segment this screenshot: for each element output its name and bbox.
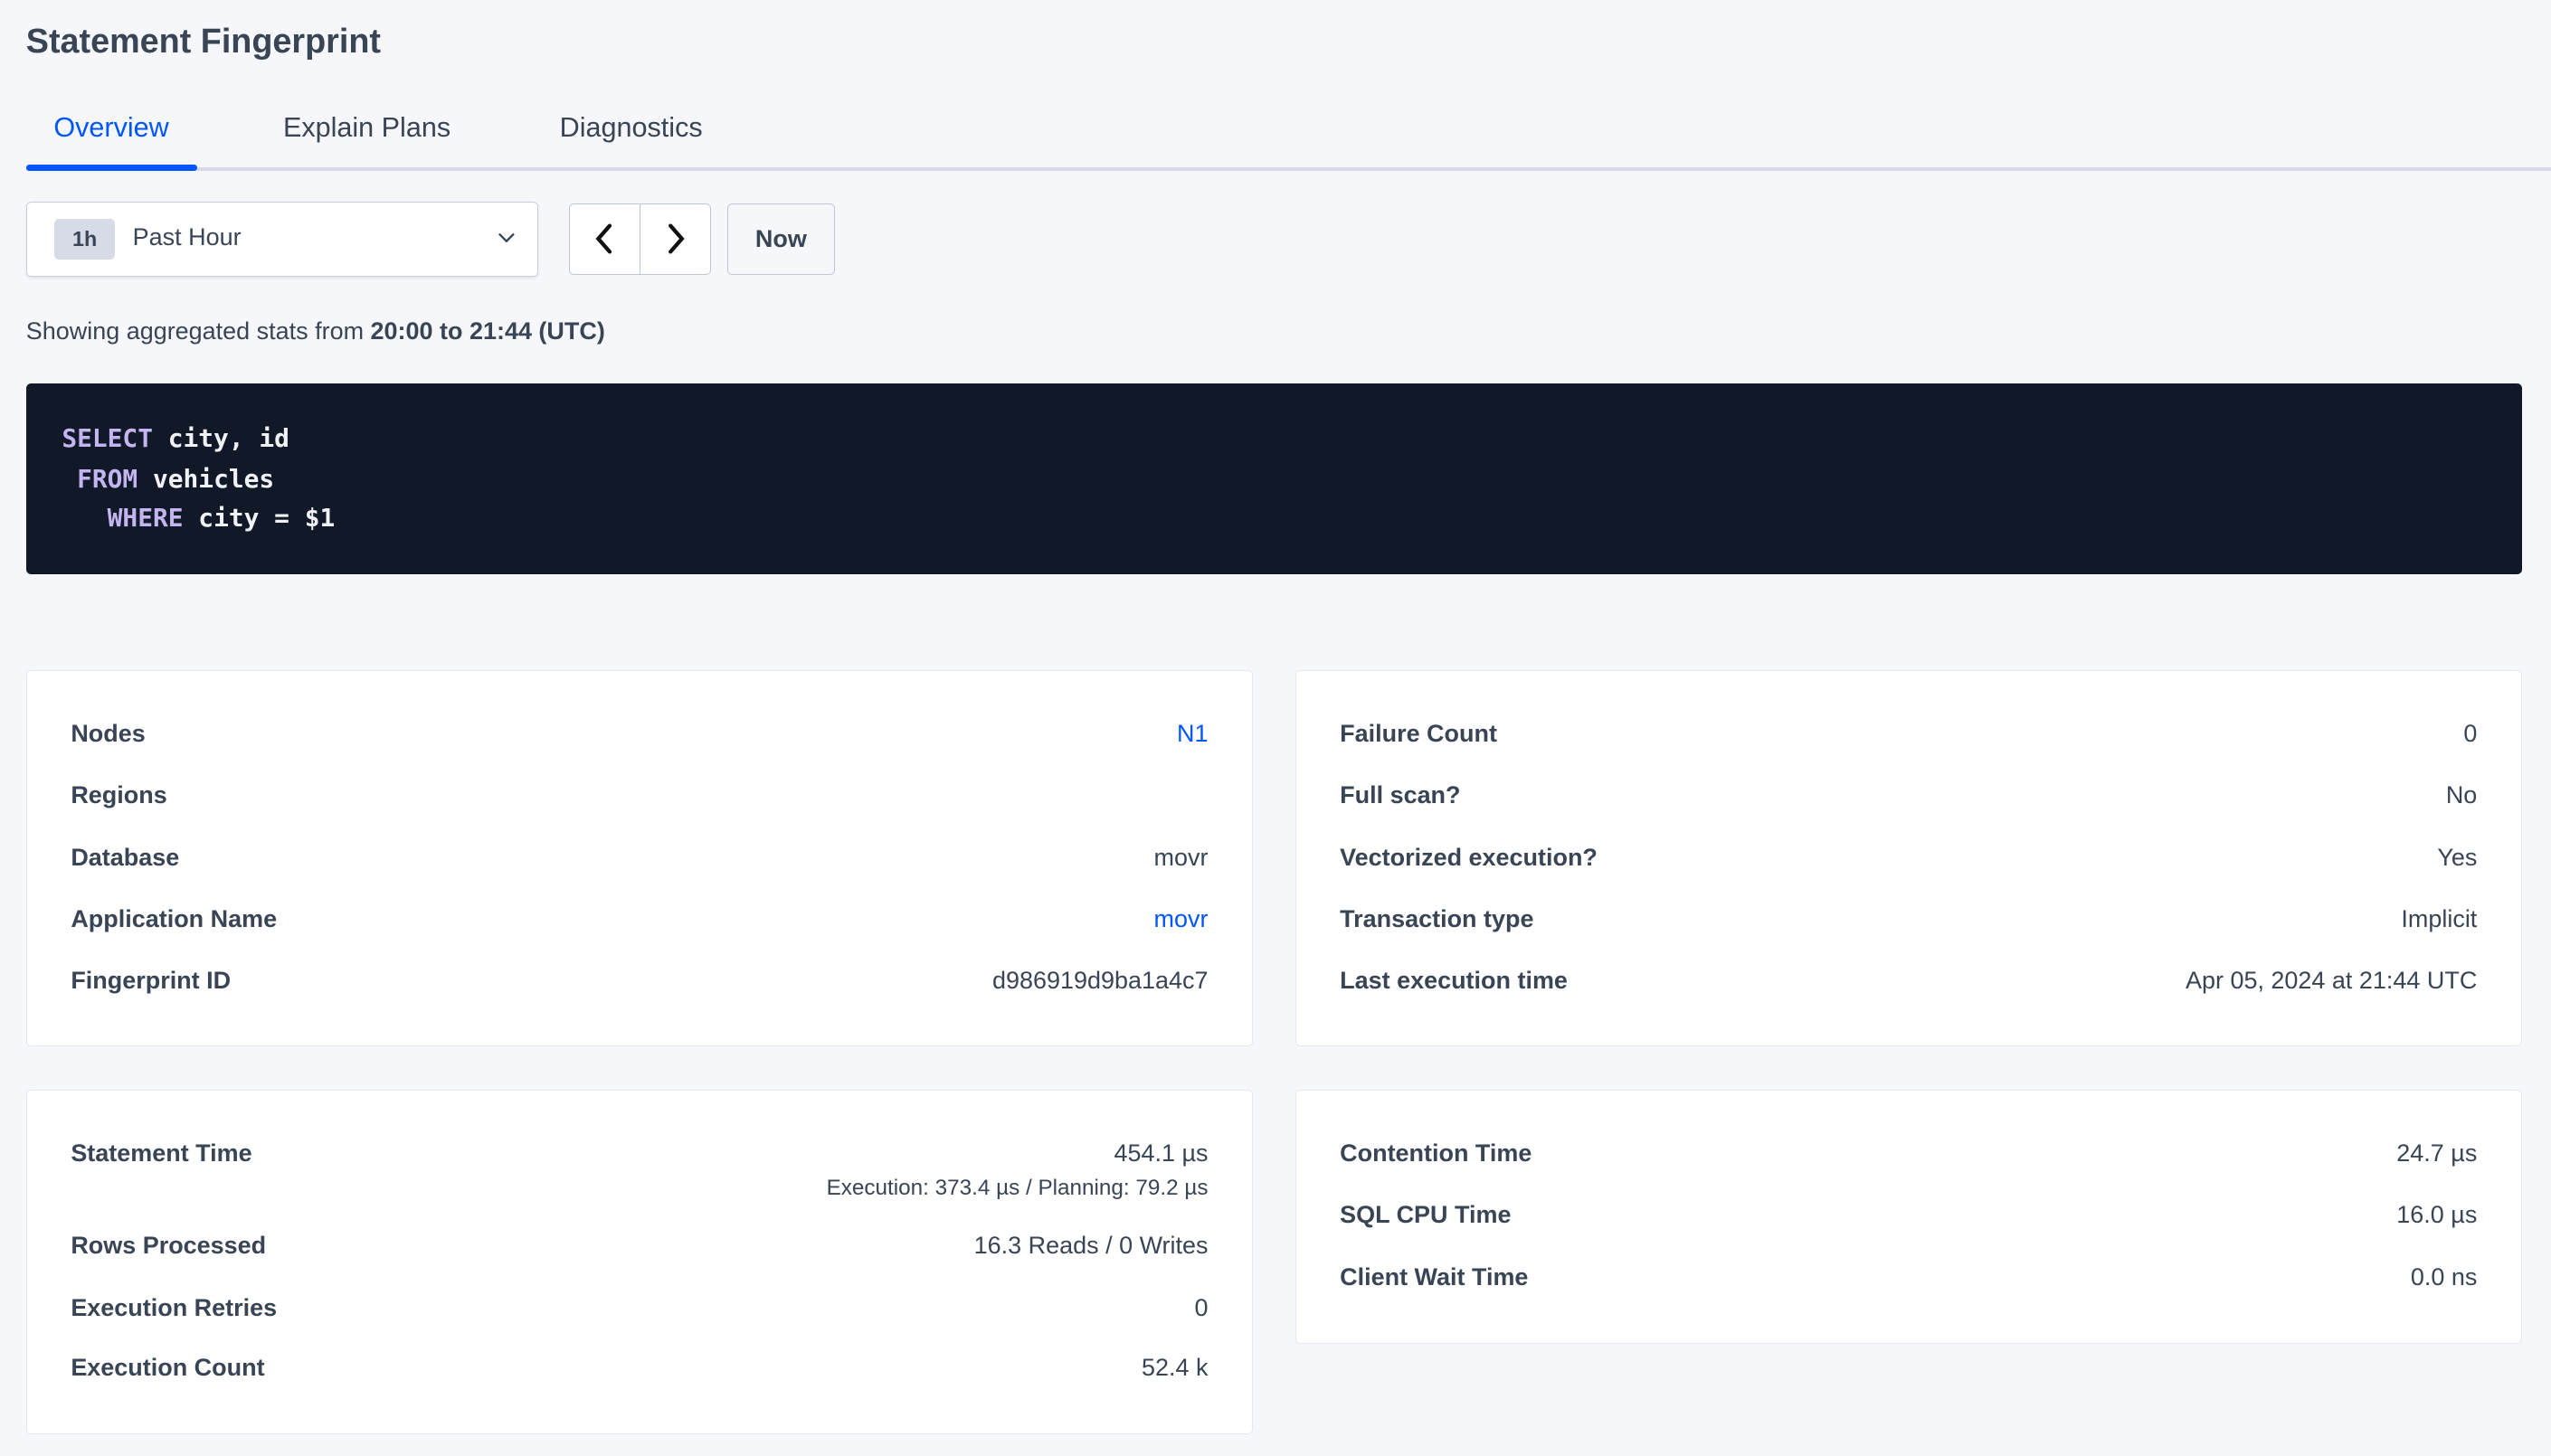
range-prefix: Showing aggregated stats from	[25, 317, 371, 345]
sql-line: WHERE city = $1	[107, 502, 336, 533]
now-button[interactable]: Now	[726, 203, 835, 276]
node-link[interactable]: N1	[1177, 719, 1209, 747]
time-range-selected: Past Hour	[132, 223, 242, 251]
chevron-down-icon	[498, 222, 516, 257]
sql-code-block: SELECT city, id FROM vehicles WHERE city…	[25, 383, 2522, 574]
previous-range-button[interactable]	[570, 204, 640, 274]
tab-explain-plans[interactable]: Explain Plans	[282, 112, 451, 144]
statement-stats-card: Statement Time 454.1 µs Execution: 373.4 µ…	[25, 1089, 1254, 1435]
application-link[interactable]: movr	[1153, 904, 1209, 932]
tab-overview[interactable]: Overview	[53, 112, 169, 144]
time-stats-card: Contention Time 24.7 µs SQL CPU Time 16.0 …	[1294, 1089, 2522, 1344]
page-title: Statement Fingerprint	[25, 23, 381, 61]
sql-line: FROM vehicles	[77, 463, 275, 494]
time-range-dropdown[interactable]: 1h Past Hour	[25, 202, 539, 277]
time-range-badge: 1h	[54, 218, 115, 260]
tab-diagnostics[interactable]: Diagnostics	[559, 112, 703, 144]
chevron-right-icon	[669, 223, 685, 255]
statement-time-breakdown: Execution: 373.4 µs / Planning: 79.2 µs	[826, 1175, 1209, 1200]
aggregated-range-text: Showing aggregated stats from 20:00 to 2…	[26, 317, 605, 345]
chevron-left-icon	[595, 223, 612, 255]
tab-divider	[25, 167, 2551, 171]
time-nav-group	[569, 203, 712, 276]
sql-line: SELECT city, id	[62, 422, 289, 453]
execution-info-card: Failure Count 0 Full scan? No Vectorized e…	[1294, 669, 2522, 1046]
active-tab-indicator	[25, 164, 197, 171]
statement-info-card: Nodes N1 Regions Database movr Application…	[25, 669, 1254, 1046]
range-value: 20:00 to 21:44 (UTC)	[370, 317, 605, 345]
next-range-button[interactable]	[640, 203, 710, 275]
